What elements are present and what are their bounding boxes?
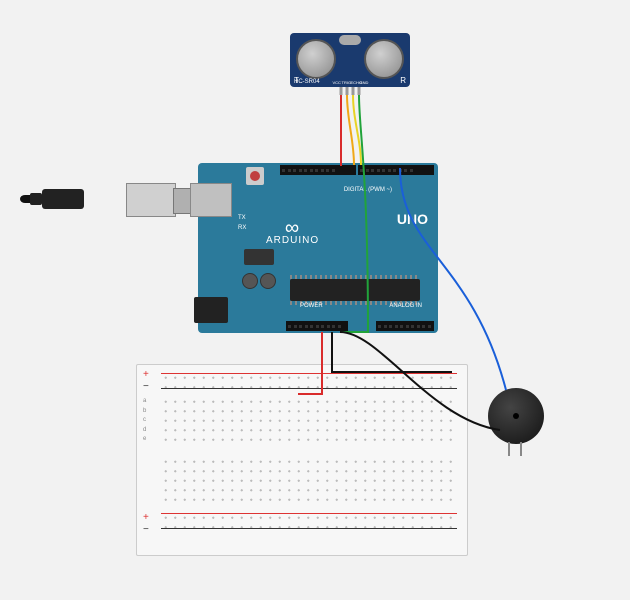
usb-cable-end[interactable] bbox=[42, 189, 84, 209]
breadboard-row-labels: a b c d e bbox=[143, 397, 146, 445]
arduino-usb-port bbox=[190, 183, 232, 217]
piezo-buzzer[interactable] bbox=[488, 388, 544, 444]
arduino-logo: ∞ ARDUINO bbox=[266, 221, 319, 246]
rail-plus-sign: + bbox=[143, 512, 149, 523]
arduino-reset-button[interactable] bbox=[246, 167, 264, 185]
buzzer-lead-neg bbox=[520, 442, 522, 456]
arduino-capacitor bbox=[242, 273, 258, 289]
usb-plug[interactable] bbox=[126, 183, 176, 217]
arduino-capacitor bbox=[260, 273, 276, 289]
breadboard-top-rail bbox=[161, 371, 457, 391]
rail-minus-sign: − bbox=[143, 381, 149, 392]
sensor-trig-to-d10[interactable] bbox=[347, 95, 354, 165]
sensor-echo-to-d9[interactable] bbox=[353, 95, 361, 165]
arduino-uno[interactable]: ∞ ARDUINO UNO TX RX DIGITAL (PWM ~) POWE… bbox=[198, 163, 438, 333]
arduino-power-header[interactable] bbox=[286, 321, 348, 331]
breadboard-tie-holes[interactable] bbox=[161, 397, 457, 445]
circuit-canvas: T R HC-SR04 VCC TRIG ECHO GND ∞ ARDUINO bbox=[0, 0, 630, 600]
hcsr04-sensor[interactable]: T R HC-SR04 VCC TRIG ECHO GND bbox=[290, 33, 410, 87]
sensor-transducer-r bbox=[364, 39, 404, 79]
buzzer-lead-pos bbox=[508, 442, 510, 456]
digital-section-label: DIGITAL (PWM ~) bbox=[344, 187, 392, 193]
arduino-model-label: UNO bbox=[397, 211, 428, 227]
arduino-atmega-chip bbox=[290, 279, 420, 301]
breadboard[interactable]: + − + − a b c d e bbox=[136, 364, 468, 556]
sensor-pin-labels: VCC TRIG ECHO GND bbox=[333, 80, 368, 85]
arduino-digital-header-2[interactable] bbox=[358, 165, 434, 175]
arduino-regulator bbox=[244, 249, 274, 265]
sensor-model-label: HC-SR04 bbox=[294, 79, 320, 85]
analog-section-label: ANALOG IN bbox=[389, 303, 422, 309]
power-section-label: POWER bbox=[300, 303, 323, 309]
rail-minus-sign: − bbox=[143, 524, 149, 535]
breadboard-tie-holes[interactable] bbox=[161, 457, 457, 505]
arduino-txrx-leds: TX RX bbox=[238, 213, 246, 233]
sensor-transducer-t bbox=[296, 39, 336, 79]
breadboard-bot-rail bbox=[161, 511, 457, 531]
sensor-pins bbox=[340, 87, 361, 95]
sensor-crystal bbox=[339, 35, 361, 45]
arduino-digital-header-1[interactable] bbox=[280, 165, 356, 175]
rail-plus-sign: + bbox=[143, 369, 149, 380]
sensor-r-label: R bbox=[400, 76, 406, 85]
arduino-analog-header[interactable] bbox=[376, 321, 434, 331]
arduino-power-jack bbox=[194, 297, 228, 323]
